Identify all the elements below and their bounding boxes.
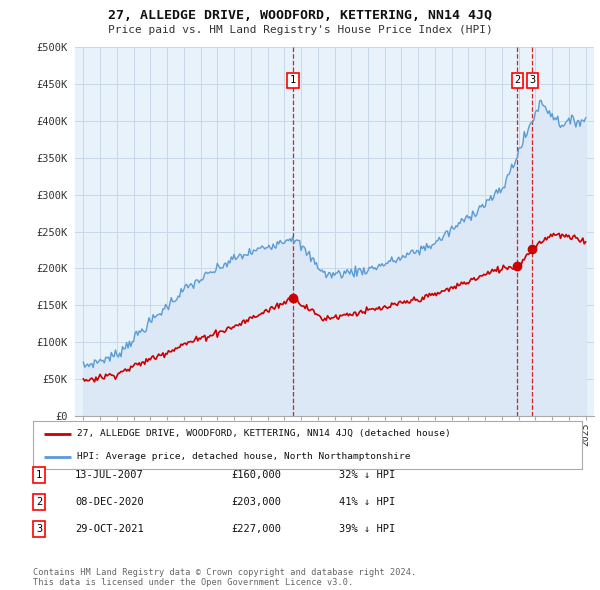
Text: This data is licensed under the Open Government Licence v3.0.: This data is licensed under the Open Gov… <box>33 578 353 587</box>
Text: 08-DEC-2020: 08-DEC-2020 <box>75 497 144 507</box>
Text: 32% ↓ HPI: 32% ↓ HPI <box>339 470 395 480</box>
Text: 39% ↓ HPI: 39% ↓ HPI <box>339 525 395 534</box>
Text: Price paid vs. HM Land Registry's House Price Index (HPI): Price paid vs. HM Land Registry's House … <box>107 25 493 35</box>
Text: 2: 2 <box>36 497 42 507</box>
Text: £227,000: £227,000 <box>231 525 281 534</box>
Text: 41% ↓ HPI: 41% ↓ HPI <box>339 497 395 507</box>
Text: HPI: Average price, detached house, North Northamptonshire: HPI: Average price, detached house, Nort… <box>77 453 410 461</box>
Text: 27, ALLEDGE DRIVE, WOODFORD, KETTERING, NN14 4JQ: 27, ALLEDGE DRIVE, WOODFORD, KETTERING, … <box>108 9 492 22</box>
Text: 3: 3 <box>529 76 536 86</box>
Text: 1: 1 <box>290 76 296 86</box>
Text: 27, ALLEDGE DRIVE, WOODFORD, KETTERING, NN14 4JQ (detached house): 27, ALLEDGE DRIVE, WOODFORD, KETTERING, … <box>77 430 451 438</box>
Text: 29-OCT-2021: 29-OCT-2021 <box>75 525 144 534</box>
Text: 3: 3 <box>36 525 42 534</box>
Text: Contains HM Land Registry data © Crown copyright and database right 2024.: Contains HM Land Registry data © Crown c… <box>33 568 416 577</box>
Text: 13-JUL-2007: 13-JUL-2007 <box>75 470 144 480</box>
Text: £203,000: £203,000 <box>231 497 281 507</box>
Text: £160,000: £160,000 <box>231 470 281 480</box>
Text: 1: 1 <box>36 470 42 480</box>
Text: 2: 2 <box>514 76 520 86</box>
